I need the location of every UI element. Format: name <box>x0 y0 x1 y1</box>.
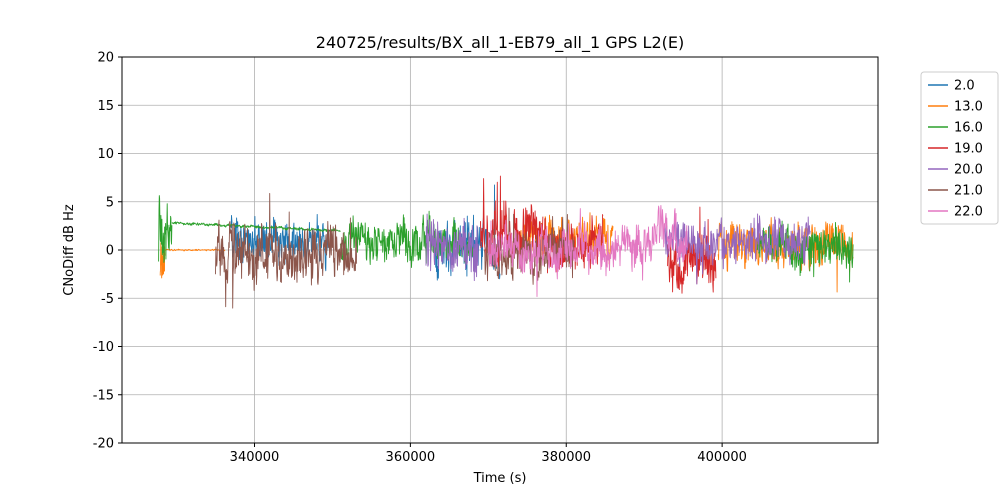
series-line-16.0 <box>158 195 173 263</box>
legend-label: 21.0 <box>954 184 983 199</box>
series-line-22.0 <box>675 225 688 263</box>
y-tick-label: 10 <box>97 147 114 162</box>
legend-label: 19.0 <box>954 142 983 157</box>
y-tick-label: -10 <box>93 340 114 355</box>
y-tick-label: 15 <box>97 99 114 114</box>
series-line-20.0 <box>663 213 811 285</box>
y-axis-label: CNoDiff dB Hz <box>62 204 77 296</box>
legend: 2.0 13.0 16.0 19.0 20.0 21.0 22.0 <box>920 71 999 225</box>
legend-label: 13.0 <box>954 100 983 115</box>
y-tick-label: 5 <box>106 195 114 210</box>
series-line-16.0 <box>171 221 341 233</box>
x-tick-label: 340000 <box>230 450 280 465</box>
legend-label: 16.0 <box>954 121 983 136</box>
legend-label: 22.0 <box>954 205 983 220</box>
y-tick-label: -5 <box>101 292 114 307</box>
series-layer <box>158 175 854 309</box>
series-line-16.0 <box>339 210 474 268</box>
legend-box <box>920 71 999 225</box>
series-line-22.0 <box>487 208 653 297</box>
y-tick-label: 0 <box>106 244 114 259</box>
y-tick-label: 20 <box>97 51 114 66</box>
y-tick-label: -20 <box>93 437 114 452</box>
chart-title: 240725/results/BX_all_1-EB79_all_1 GPS L… <box>316 33 684 53</box>
series-line-22.0 <box>651 205 677 252</box>
series-line-20.0 <box>425 213 479 282</box>
x-tick-label: 380000 <box>541 450 591 465</box>
x-tick-label: 400000 <box>697 450 747 465</box>
legend-label: 2.0 <box>954 79 975 94</box>
series-line-13.0 <box>164 248 226 252</box>
series-line-21.0 <box>215 192 358 309</box>
legend-label: 20.0 <box>954 163 983 178</box>
y-tick-label: -15 <box>93 388 114 403</box>
axes-layer: 340000 360000 380000 400000 -20 -15 -10 -5 0 5 10 1… <box>93 51 879 465</box>
x-axis-label: Time (s) <box>473 471 527 486</box>
x-tick-label: 360000 <box>386 450 436 465</box>
